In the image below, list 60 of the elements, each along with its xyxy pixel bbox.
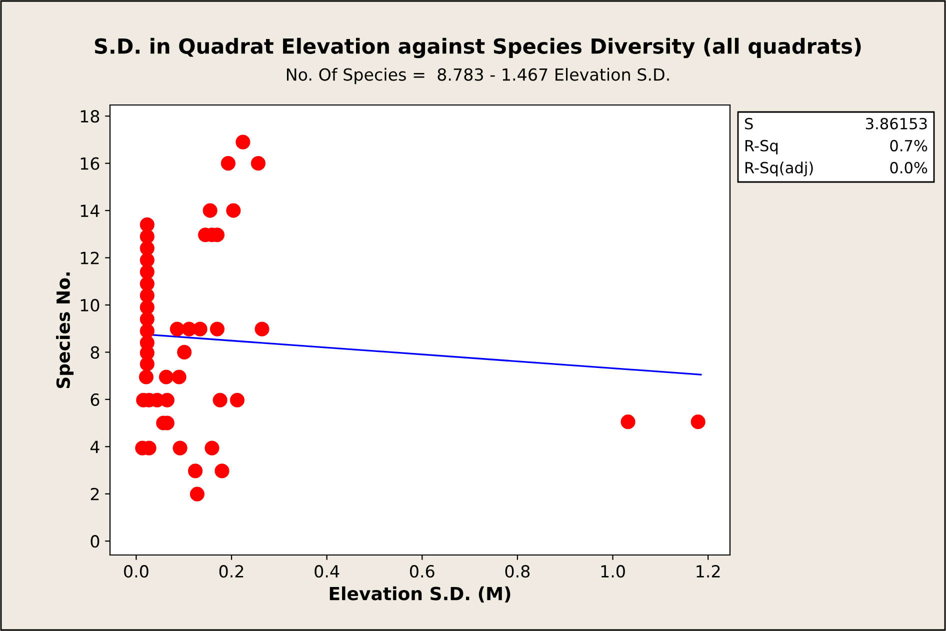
y-tick-label: 8: [90, 346, 100, 359]
point: [172, 440, 188, 456]
point: [140, 276, 154, 292]
y-tick-label: 2: [90, 488, 99, 500]
y-axis-title: Species No.: [56, 272, 74, 388]
point: [140, 312, 154, 326]
text: 3.86153: [866, 118, 927, 130]
point: [140, 300, 154, 315]
point: [140, 217, 154, 232]
point: [172, 370, 186, 384]
point: [138, 370, 154, 384]
point: [210, 322, 225, 336]
point: [226, 203, 241, 218]
point: [236, 134, 250, 150]
text: S: [745, 118, 753, 130]
y-tick-label: 12: [80, 252, 99, 264]
point: [204, 440, 220, 456]
x-tick-label: 0.2: [219, 565, 244, 578]
point: [140, 356, 154, 372]
y-tick-label: 6: [90, 393, 100, 406]
point: [140, 264, 154, 280]
point: [254, 322, 270, 336]
point: [140, 241, 154, 256]
y-tick-label: 0: [90, 535, 100, 548]
point: [202, 203, 218, 218]
chart-title: S.D. in Quadrat Elevation against Species Diversity (all quadrats): [94, 38, 861, 58]
y-tick-label: 14: [80, 204, 100, 217]
point: [177, 344, 192, 360]
point: [188, 464, 203, 478]
point: [140, 229, 154, 244]
y-tick-label: 16: [80, 157, 100, 170]
point: [214, 464, 230, 478]
point: [192, 322, 208, 336]
point: [140, 324, 154, 338]
text: 0.7%: [890, 140, 928, 152]
y-tick-label: 10: [80, 298, 100, 312]
x-tick-label: 0.4: [314, 565, 340, 578]
y-tick-label: 4: [90, 440, 100, 453]
y-tick-label: 18: [80, 110, 100, 123]
text: R-Sq: [746, 140, 778, 154]
chart-subtitle: No. Of Species = 8.783 - 1.467 Elevation S.D.: [286, 68, 669, 84]
point: [170, 322, 184, 336]
point: [220, 156, 236, 171]
x-tick-label: 0.8: [505, 565, 530, 578]
x-tick-label: 1.0: [601, 565, 625, 578]
point: [158, 370, 174, 384]
point: [190, 486, 204, 502]
point: [140, 288, 154, 303]
point: [230, 392, 245, 408]
x-tick-label: 0.0: [124, 565, 148, 578]
point: [690, 414, 706, 430]
point: [140, 252, 154, 268]
point: [250, 156, 266, 171]
text: R-Sq(adj): [746, 162, 813, 176]
point: [212, 392, 228, 408]
x-axis-title: Elevation S.D. (M): [330, 586, 510, 603]
text: 0.0%: [890, 162, 928, 174]
point: [620, 414, 636, 430]
x-tick-label: 1.2: [696, 565, 720, 578]
x-tick-label: 0.6: [410, 565, 434, 578]
